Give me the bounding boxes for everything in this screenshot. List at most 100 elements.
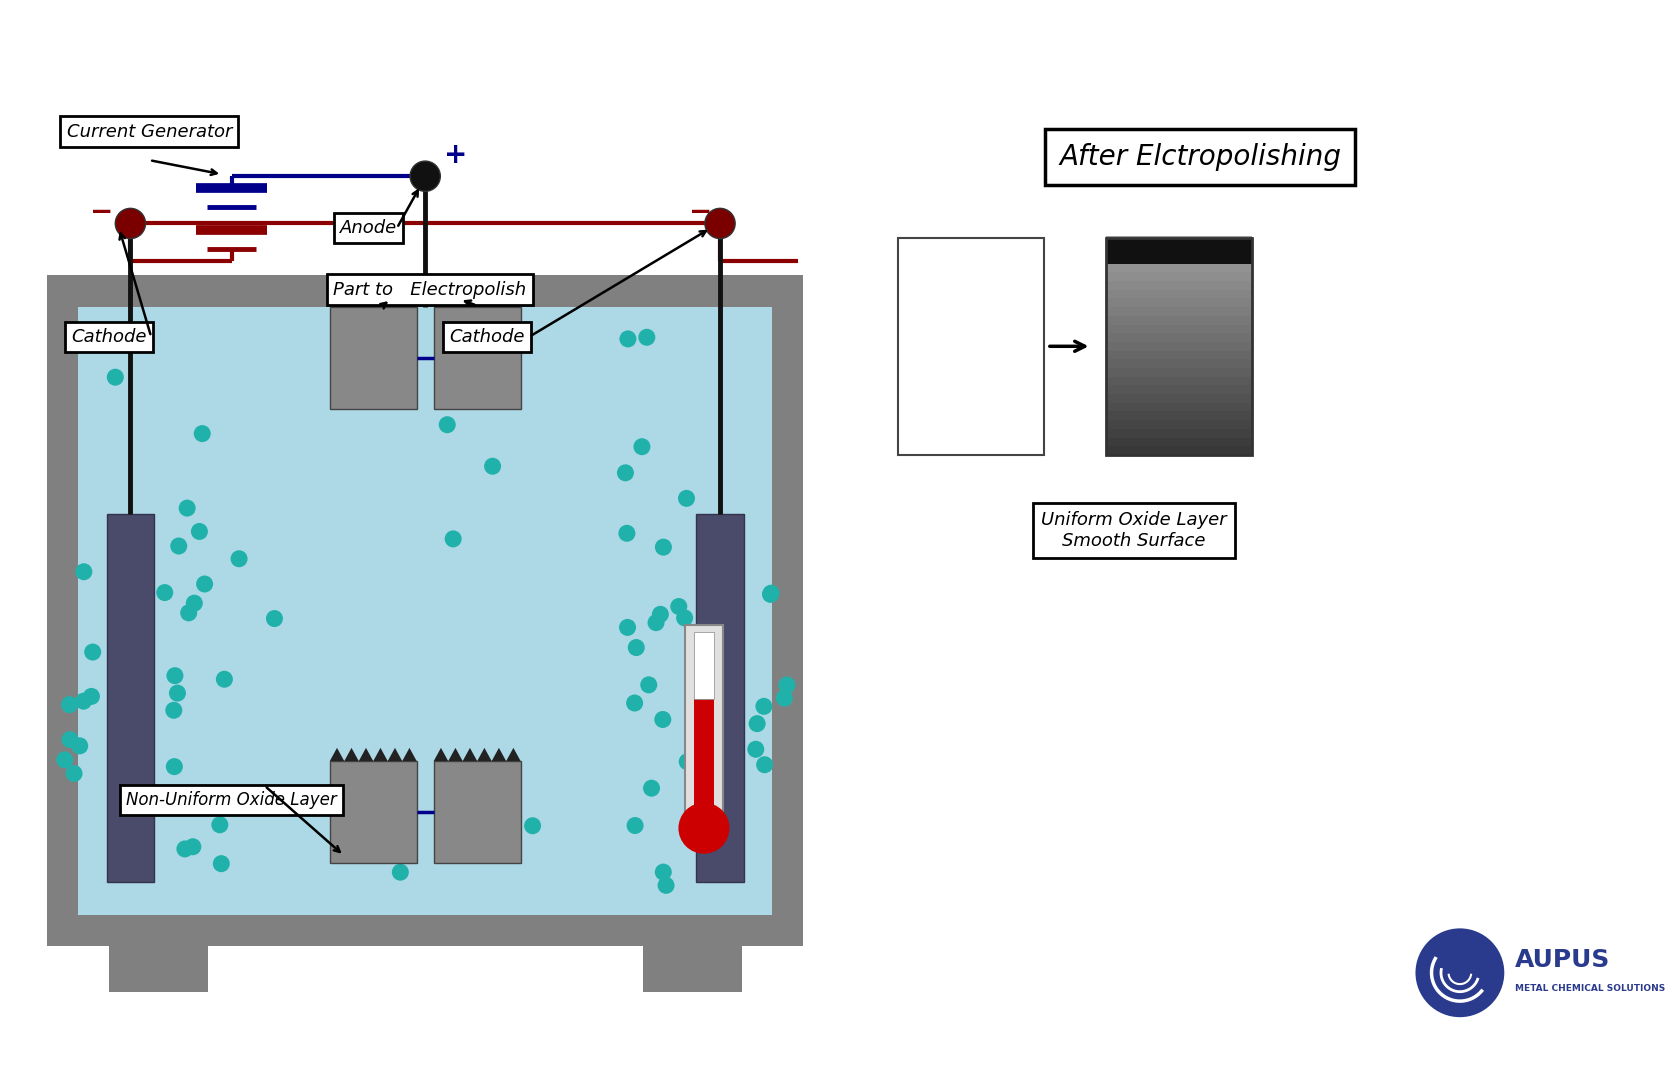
Bar bbox=[107, 514, 154, 882]
Circle shape bbox=[619, 525, 636, 542]
Circle shape bbox=[125, 681, 144, 699]
Circle shape bbox=[483, 458, 502, 475]
Circle shape bbox=[57, 752, 74, 768]
Polygon shape bbox=[448, 294, 463, 307]
Bar bbox=[694, 632, 714, 699]
Circle shape bbox=[166, 758, 182, 775]
Bar bbox=[642, 946, 741, 991]
Circle shape bbox=[619, 619, 636, 636]
Polygon shape bbox=[388, 747, 402, 761]
Polygon shape bbox=[477, 294, 492, 307]
Circle shape bbox=[654, 539, 673, 555]
Circle shape bbox=[194, 426, 211, 442]
Bar bbox=[1106, 383, 1251, 394]
Circle shape bbox=[763, 584, 780, 602]
Bar bbox=[1106, 323, 1251, 334]
Circle shape bbox=[678, 490, 694, 507]
Circle shape bbox=[107, 368, 124, 386]
Circle shape bbox=[438, 416, 455, 433]
Circle shape bbox=[115, 208, 146, 239]
Bar bbox=[1106, 409, 1251, 420]
Bar bbox=[1106, 288, 1251, 298]
Bar bbox=[47, 275, 803, 307]
Bar bbox=[1106, 435, 1251, 446]
Circle shape bbox=[657, 877, 674, 894]
Bar bbox=[1106, 392, 1251, 403]
Circle shape bbox=[445, 530, 462, 548]
Bar bbox=[79, 279, 771, 915]
Circle shape bbox=[671, 598, 688, 615]
Bar bbox=[1106, 297, 1251, 307]
Bar bbox=[696, 514, 743, 882]
Polygon shape bbox=[433, 747, 448, 761]
Circle shape bbox=[169, 685, 186, 702]
Text: −: − bbox=[90, 198, 114, 226]
Text: AUPUS: AUPUS bbox=[1514, 947, 1609, 972]
Bar bbox=[1106, 349, 1251, 360]
Text: Current Generator: Current Generator bbox=[67, 123, 233, 140]
Bar bbox=[1106, 427, 1251, 437]
Text: METAL CHEMICAL SOLUTIONS: METAL CHEMICAL SOLUTIONS bbox=[1514, 984, 1665, 994]
Circle shape bbox=[196, 576, 212, 593]
Circle shape bbox=[524, 818, 540, 834]
Circle shape bbox=[748, 741, 765, 758]
Bar bbox=[1106, 418, 1251, 429]
Bar bbox=[433, 307, 520, 409]
Polygon shape bbox=[373, 294, 388, 307]
Circle shape bbox=[619, 330, 636, 348]
Circle shape bbox=[654, 711, 671, 728]
Polygon shape bbox=[330, 747, 345, 761]
Text: After Elctropolishing: After Elctropolishing bbox=[1059, 144, 1342, 172]
Polygon shape bbox=[433, 294, 448, 307]
Bar bbox=[1106, 444, 1251, 455]
Polygon shape bbox=[373, 747, 388, 761]
Circle shape bbox=[186, 595, 202, 611]
Circle shape bbox=[176, 840, 194, 858]
Polygon shape bbox=[388, 294, 402, 307]
Circle shape bbox=[654, 864, 673, 880]
Circle shape bbox=[75, 564, 92, 580]
Polygon shape bbox=[507, 294, 520, 307]
Polygon shape bbox=[345, 747, 358, 761]
Circle shape bbox=[617, 464, 634, 482]
Bar bbox=[79, 274, 771, 296]
Circle shape bbox=[704, 208, 734, 239]
Circle shape bbox=[231, 550, 248, 567]
Text: Part to   Electropolish: Part to Electropolish bbox=[333, 281, 527, 298]
Bar bbox=[1106, 261, 1251, 272]
Bar bbox=[1106, 235, 1251, 246]
Circle shape bbox=[184, 838, 201, 855]
Circle shape bbox=[62, 731, 79, 748]
Circle shape bbox=[756, 698, 773, 715]
Circle shape bbox=[634, 438, 651, 455]
Polygon shape bbox=[330, 294, 345, 307]
Circle shape bbox=[166, 702, 182, 719]
Bar bbox=[1106, 280, 1251, 289]
Polygon shape bbox=[463, 747, 477, 761]
Bar bbox=[898, 238, 1044, 455]
Polygon shape bbox=[358, 294, 373, 307]
Circle shape bbox=[179, 500, 196, 516]
Bar bbox=[694, 699, 714, 823]
Bar bbox=[684, 625, 723, 823]
Circle shape bbox=[410, 161, 440, 191]
Circle shape bbox=[84, 644, 100, 661]
Bar bbox=[1106, 244, 1251, 255]
Bar bbox=[1106, 357, 1251, 368]
Circle shape bbox=[166, 667, 184, 684]
Circle shape bbox=[627, 639, 644, 656]
Polygon shape bbox=[477, 747, 492, 761]
Text: −: − bbox=[689, 198, 713, 226]
Polygon shape bbox=[448, 747, 463, 761]
Bar bbox=[1106, 366, 1251, 377]
Polygon shape bbox=[507, 747, 520, 761]
Text: Non-Uniform Oxide Layer: Non-Uniform Oxide Layer bbox=[125, 791, 336, 809]
Circle shape bbox=[171, 538, 187, 554]
Circle shape bbox=[642, 780, 661, 797]
Circle shape bbox=[778, 676, 795, 693]
Circle shape bbox=[679, 753, 696, 770]
Circle shape bbox=[679, 802, 729, 853]
Circle shape bbox=[626, 694, 642, 712]
Bar bbox=[1106, 340, 1251, 351]
Circle shape bbox=[652, 606, 669, 623]
